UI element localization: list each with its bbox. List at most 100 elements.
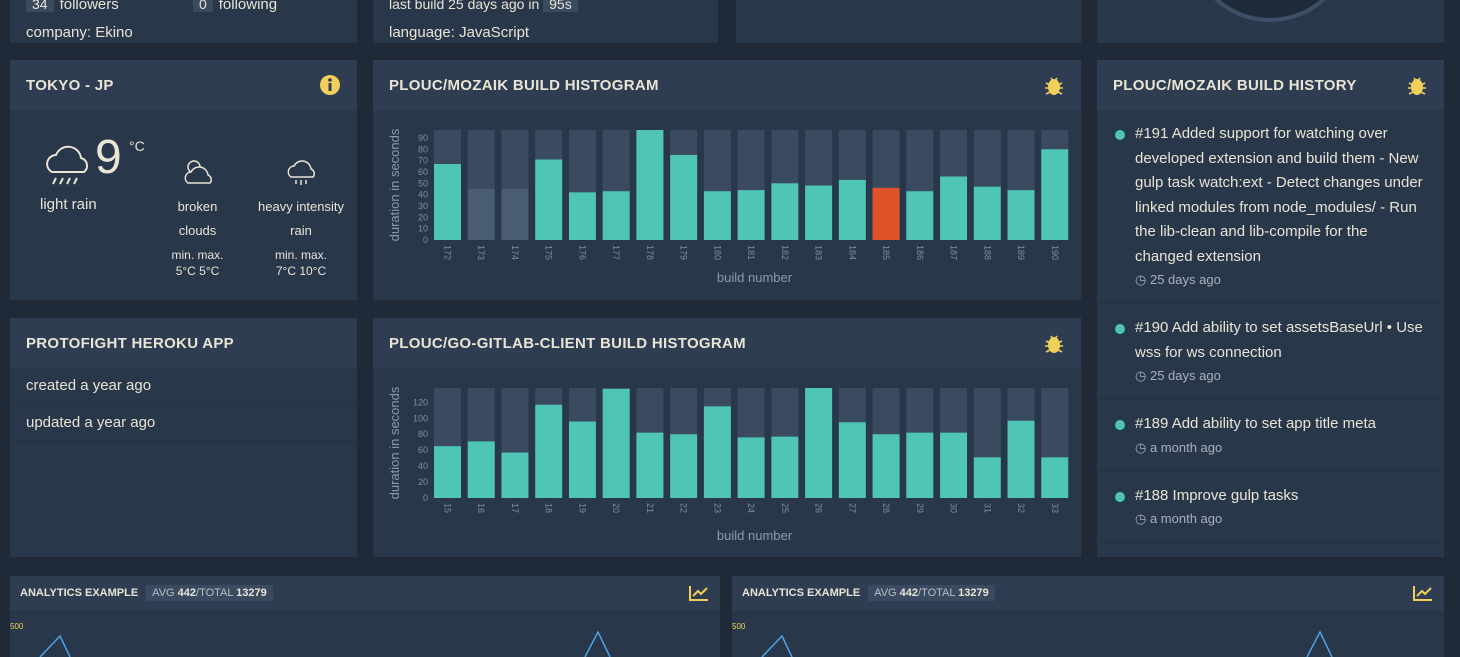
x-tick-label: 32	[1016, 503, 1026, 513]
min-label: min.	[171, 248, 195, 262]
panel-header: PLOUC/GO-GITLAB-CLIENT BUILD HISTOGRAM	[373, 318, 1081, 368]
bar	[805, 185, 833, 240]
x-tick-label: 180	[712, 245, 722, 260]
min-label: min.	[274, 248, 298, 262]
x-tick-label: 176	[577, 245, 587, 260]
x-tick-label: 181	[746, 245, 756, 260]
bar	[973, 457, 1001, 498]
histogram: 0 20 40 60 80 100 120 duration in seconds build …	[387, 386, 1069, 543]
bar	[1007, 190, 1035, 240]
x-tick-label: 21	[645, 503, 655, 513]
y-tick-label: 80	[418, 429, 428, 439]
gauge	[1214, 0, 1326, 22]
following-label: following	[218, 0, 278, 13]
x-tick-label: 177	[611, 245, 621, 260]
time-text: 25 days ago	[1149, 368, 1221, 383]
followers-label: followers	[59, 0, 119, 13]
bar	[906, 432, 934, 498]
panel-header: TOKYO - JP	[10, 60, 357, 110]
x-tick-label: 178	[645, 245, 655, 260]
temperature: 9	[95, 131, 122, 184]
x-tick-label: 173	[476, 245, 486, 260]
y-tick-label: 90	[418, 133, 428, 143]
history-time: ◷ 25 days ago	[1135, 368, 1221, 383]
bar	[940, 432, 968, 498]
following-count: 0	[192, 0, 213, 12]
bar	[670, 434, 698, 498]
y-tick-label: 80	[418, 144, 428, 154]
bug-icon	[1045, 335, 1063, 353]
info-icon	[320, 75, 340, 95]
bug-icon	[1045, 77, 1063, 95]
forecast-description: heavy intensity rain	[258, 199, 344, 238]
follow-row: 34 followers 0 following	[10, 0, 357, 18]
axis-label: 500	[10, 622, 24, 631]
bar	[1041, 457, 1069, 498]
x-tick-label: 182	[780, 245, 790, 260]
x-tick-label: 31	[982, 503, 992, 513]
x-tick-label: 26	[814, 503, 824, 513]
x-tick-label: 190	[1050, 245, 1060, 260]
y-axis-label: duration in seconds	[387, 128, 402, 241]
heroku-item: updated a year ago	[10, 405, 357, 442]
analytics-header: ANALYTICS EXAMPLE AVG 442/TOTAL 13279	[732, 576, 1444, 610]
x-tick-label: 19	[577, 503, 587, 513]
x-axis-label: build number	[717, 528, 793, 543]
duration: 95s	[543, 0, 578, 12]
analytics-badge: AVG 442/TOTAL 13279	[146, 585, 273, 601]
bar	[636, 130, 664, 240]
history-panel: PLOUC/MOZAIK BUILD HISTORY #191 Added su…	[1097, 60, 1444, 557]
forecast: heavy intensity rain min. max. 7°C 10°C	[253, 155, 349, 279]
forecast-description: broken clouds	[177, 199, 218, 238]
time-text: a month ago	[1149, 511, 1223, 526]
weather-panel: TOKYO - JP 9 °C light rain broken clouds…	[10, 60, 357, 300]
bar	[872, 434, 900, 498]
bar	[602, 388, 630, 498]
max-label: max.	[301, 248, 328, 262]
weather-description: light rain	[40, 196, 97, 213]
history-item: #189 Add ability to set app title meta ◷ …	[1097, 400, 1444, 472]
min-max: min. max. 5°C 5°C	[165, 247, 230, 279]
analytics-title: ANALYTICS EXAMPLE	[20, 587, 139, 599]
heroku-item: created a year ago	[10, 368, 357, 405]
followers-count: 34	[26, 0, 54, 12]
github-user-panel: 34 followers 0 following company: Ekino	[10, 0, 357, 43]
history-time: ◷ a month ago	[1135, 439, 1223, 455]
x-tick-label: 174	[510, 245, 520, 260]
analytics-panel: ANALYTICS EXAMPLE AVG 442/TOTAL 13279 500	[732, 576, 1444, 657]
x-tick-label: 24	[746, 503, 756, 513]
x-tick-label: 15	[442, 503, 452, 513]
temperature-unit: °C	[129, 138, 145, 154]
max: 10°C	[299, 264, 327, 278]
history-text: #191 Added support for watching over dev…	[1135, 125, 1423, 265]
x-tick-label: 185	[881, 245, 891, 260]
bar	[771, 436, 799, 498]
bar	[670, 154, 698, 240]
bar	[973, 186, 1001, 240]
y-tick-label: 50	[418, 178, 428, 188]
x-tick-label: 175	[544, 245, 554, 260]
bar	[501, 188, 529, 240]
forecast: broken clouds min. max. 5°C 5°C	[165, 155, 230, 279]
y-tick-label: 10	[418, 224, 428, 234]
x-tick-label: 25	[780, 503, 790, 513]
bar	[838, 422, 866, 498]
bar	[568, 421, 596, 498]
analytics-line	[39, 630, 611, 657]
y-tick-label: 0	[423, 235, 428, 245]
x-tick-label: 22	[679, 503, 689, 513]
bar	[940, 176, 968, 240]
min: 5°C	[175, 264, 196, 278]
bar	[1041, 149, 1069, 240]
x-tick-label: 29	[915, 503, 925, 513]
bar	[434, 164, 461, 240]
avg: 442	[899, 587, 919, 599]
x-axis-label: build number	[717, 270, 793, 285]
panel	[736, 0, 1081, 43]
x-tick-label: 30	[949, 503, 959, 513]
y-tick-label: 30	[418, 201, 428, 211]
total: 13279	[236, 587, 267, 599]
x-tick-label: 184	[847, 245, 857, 260]
x-tick-label: 188	[982, 245, 992, 260]
